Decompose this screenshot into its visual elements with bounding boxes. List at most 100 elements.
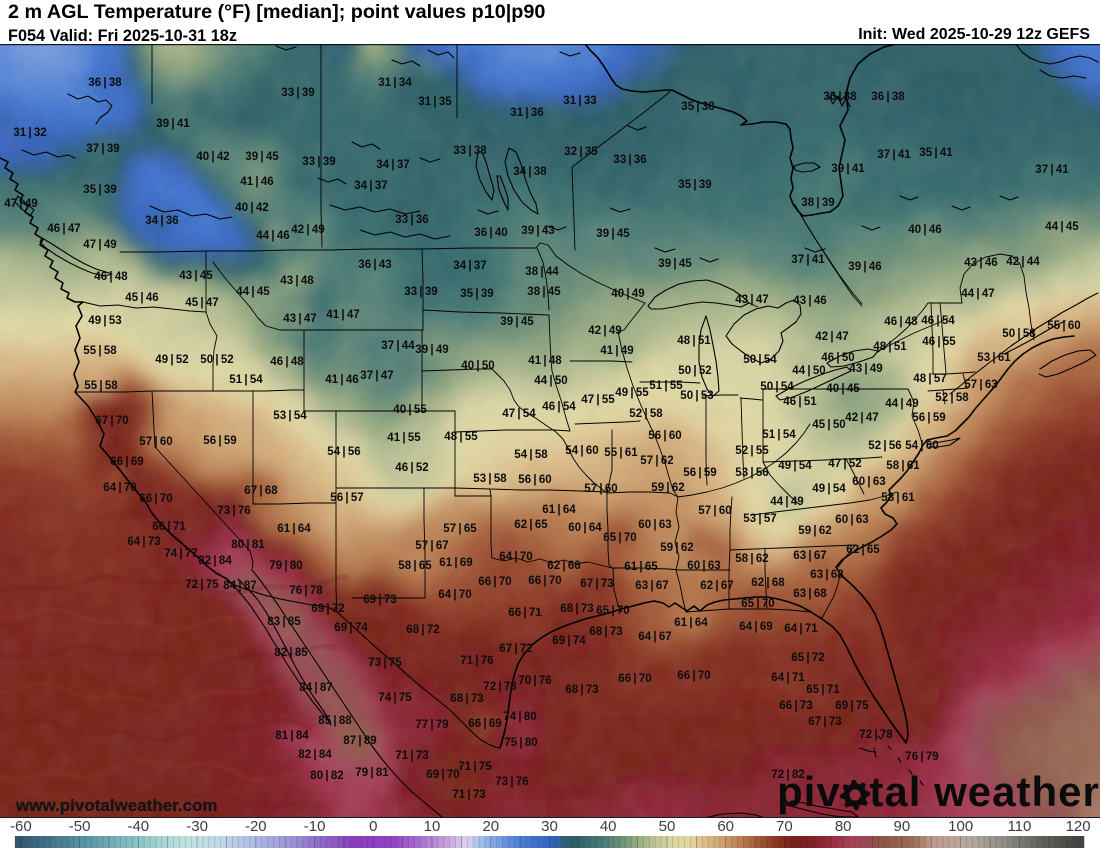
svg-text:73 | 76: 73 | 76 [217,505,250,517]
svg-text:69 | 74: 69 | 74 [334,622,368,634]
svg-text:66 | 69: 66 | 69 [468,718,501,730]
svg-text:120: 120 [1066,818,1091,835]
svg-text:42 | 49: 42 | 49 [291,224,324,236]
svg-text:57 | 60: 57 | 60 [139,436,172,448]
svg-text:110: 110 [1007,818,1031,835]
svg-text:45 | 46: 45 | 46 [125,292,158,304]
svg-text:62 | 65: 62 | 65 [514,519,548,531]
svg-text:80 | 81: 80 | 81 [231,539,265,551]
svg-text:64 | 69: 64 | 69 [739,621,772,633]
svg-text:32 | 35: 32 | 35 [564,146,598,158]
svg-text:37 | 41: 37 | 41 [877,149,911,161]
svg-text:66 | 69: 66 | 69 [110,456,143,468]
svg-text:50 | 54: 50 | 54 [760,381,794,393]
svg-text:77 | 79: 77 | 79 [415,719,448,731]
svg-text:42 | 44: 42 | 44 [1006,256,1040,268]
svg-text:58 | 61: 58 | 61 [886,460,920,472]
svg-text:72 | 75: 72 | 75 [185,579,219,591]
svg-text:65 | 70: 65 | 70 [603,532,636,544]
svg-text:54 | 58: 54 | 58 [514,449,548,461]
svg-text:64 | 70: 64 | 70 [499,551,532,563]
svg-text:40 | 49: 40 | 49 [611,288,644,300]
svg-text:71 | 75: 71 | 75 [458,761,492,773]
svg-text:60 | 63: 60 | 63 [638,519,671,531]
svg-text:10: 10 [424,818,441,835]
svg-text:34 | 36: 34 | 36 [145,215,178,227]
svg-text:34 | 37: 34 | 37 [453,260,486,272]
svg-text:46 | 51: 46 | 51 [783,396,817,408]
svg-text:48 | 51: 48 | 51 [873,341,907,353]
svg-text:38 | 39: 38 | 39 [801,197,834,209]
svg-text:46 | 48: 46 | 48 [94,271,128,283]
svg-text:40 | 42: 40 | 42 [235,202,268,214]
svg-text:82 | 84: 82 | 84 [198,555,232,567]
svg-text:50 | 58: 50 | 58 [1002,328,1036,340]
svg-text:69 | 75: 69 | 75 [835,700,869,712]
svg-text:47 | 55: 47 | 55 [581,394,615,406]
svg-text:76 | 78: 76 | 78 [289,585,323,597]
svg-text:31 | 33: 31 | 33 [563,95,596,107]
svg-text:67 | 73: 67 | 73 [580,578,613,590]
svg-text:42 | 47: 42 | 47 [845,412,878,424]
svg-text:46 | 52: 46 | 52 [395,462,428,474]
svg-text:53 | 56: 53 | 56 [735,467,768,479]
svg-text:56 | 57: 56 | 57 [330,492,363,504]
svg-text:57 | 60: 57 | 60 [584,483,617,495]
svg-text:74 | 77: 74 | 77 [164,548,197,560]
svg-text:33 | 39: 33 | 39 [404,286,437,298]
svg-text:39 | 41: 39 | 41 [831,163,865,175]
svg-text:69 | 73: 69 | 73 [363,594,396,606]
svg-text:31 | 32: 31 | 32 [13,127,46,139]
svg-text:43 | 46: 43 | 46 [964,257,997,269]
svg-text:-30: -30 [186,818,208,835]
svg-text:60 | 63: 60 | 63 [687,560,720,572]
svg-text:52 | 58: 52 | 58 [629,408,663,420]
svg-text:30: 30 [541,818,558,835]
svg-text:68 | 73: 68 | 73 [589,626,622,638]
svg-text:85 | 88: 85 | 88 [318,715,352,727]
svg-text:68 | 73: 68 | 73 [565,684,598,696]
svg-text:79 | 81: 79 | 81 [355,767,389,779]
svg-text:45 | 50: 45 | 50 [812,419,845,431]
svg-text:71 | 73: 71 | 73 [395,750,428,762]
svg-text:35 | 39: 35 | 39 [678,179,711,191]
svg-text:43 | 49: 43 | 49 [849,363,882,375]
svg-text:tal weather: tal weather [869,768,1099,815]
svg-text:59 | 62: 59 | 62 [651,482,684,494]
svg-text:36 | 43: 36 | 43 [358,259,391,271]
svg-text:44 | 45: 44 | 45 [236,286,270,298]
svg-text:33 | 39: 33 | 39 [302,156,335,168]
svg-text:66 | 70: 66 | 70 [618,673,651,685]
svg-text:64 | 73: 64 | 73 [127,536,160,548]
svg-text:58 | 61: 58 | 61 [881,492,915,504]
svg-text:61 | 64: 61 | 64 [674,617,708,629]
svg-text:55 | 58: 55 | 58 [83,345,117,357]
svg-text:39 | 49: 39 | 49 [415,344,448,356]
svg-text:64 | 71: 64 | 71 [784,623,818,635]
svg-text:43 | 48: 43 | 48 [280,275,314,287]
svg-text:82 | 85: 82 | 85 [274,647,308,659]
svg-text:100: 100 [948,818,973,835]
svg-text:71 | 73: 71 | 73 [452,789,485,801]
svg-text:39 | 45: 39 | 45 [245,151,279,163]
svg-text:53 | 57: 53 | 57 [743,513,776,525]
svg-text:42 | 47: 42 | 47 [815,331,848,343]
svg-text:44 | 45: 44 | 45 [1045,221,1079,233]
svg-text:54 | 60: 54 | 60 [565,445,598,457]
svg-text:-40: -40 [127,818,149,835]
svg-text:52 | 56: 52 | 56 [868,440,901,452]
svg-text:40 | 50: 40 | 50 [461,360,494,372]
svg-text:37 | 39: 37 | 39 [86,143,119,155]
svg-text:61 | 64: 61 | 64 [542,504,576,516]
svg-text:46 | 48: 46 | 48 [270,356,304,368]
svg-text:60 | 64: 60 | 64 [568,522,602,534]
svg-text:50: 50 [659,818,676,835]
svg-text:33 | 39: 33 | 39 [281,87,314,99]
svg-text:62 | 65: 62 | 65 [846,544,880,556]
svg-text:56 | 60: 56 | 60 [518,474,551,486]
svg-text:33 | 38: 33 | 38 [453,145,487,157]
svg-text:47 | 52: 47 | 52 [828,458,861,470]
svg-text:66 | 70: 66 | 70 [677,670,710,682]
svg-text:71 | 76: 71 | 76 [460,655,493,667]
svg-text:74 | 80: 74 | 80 [503,711,536,723]
